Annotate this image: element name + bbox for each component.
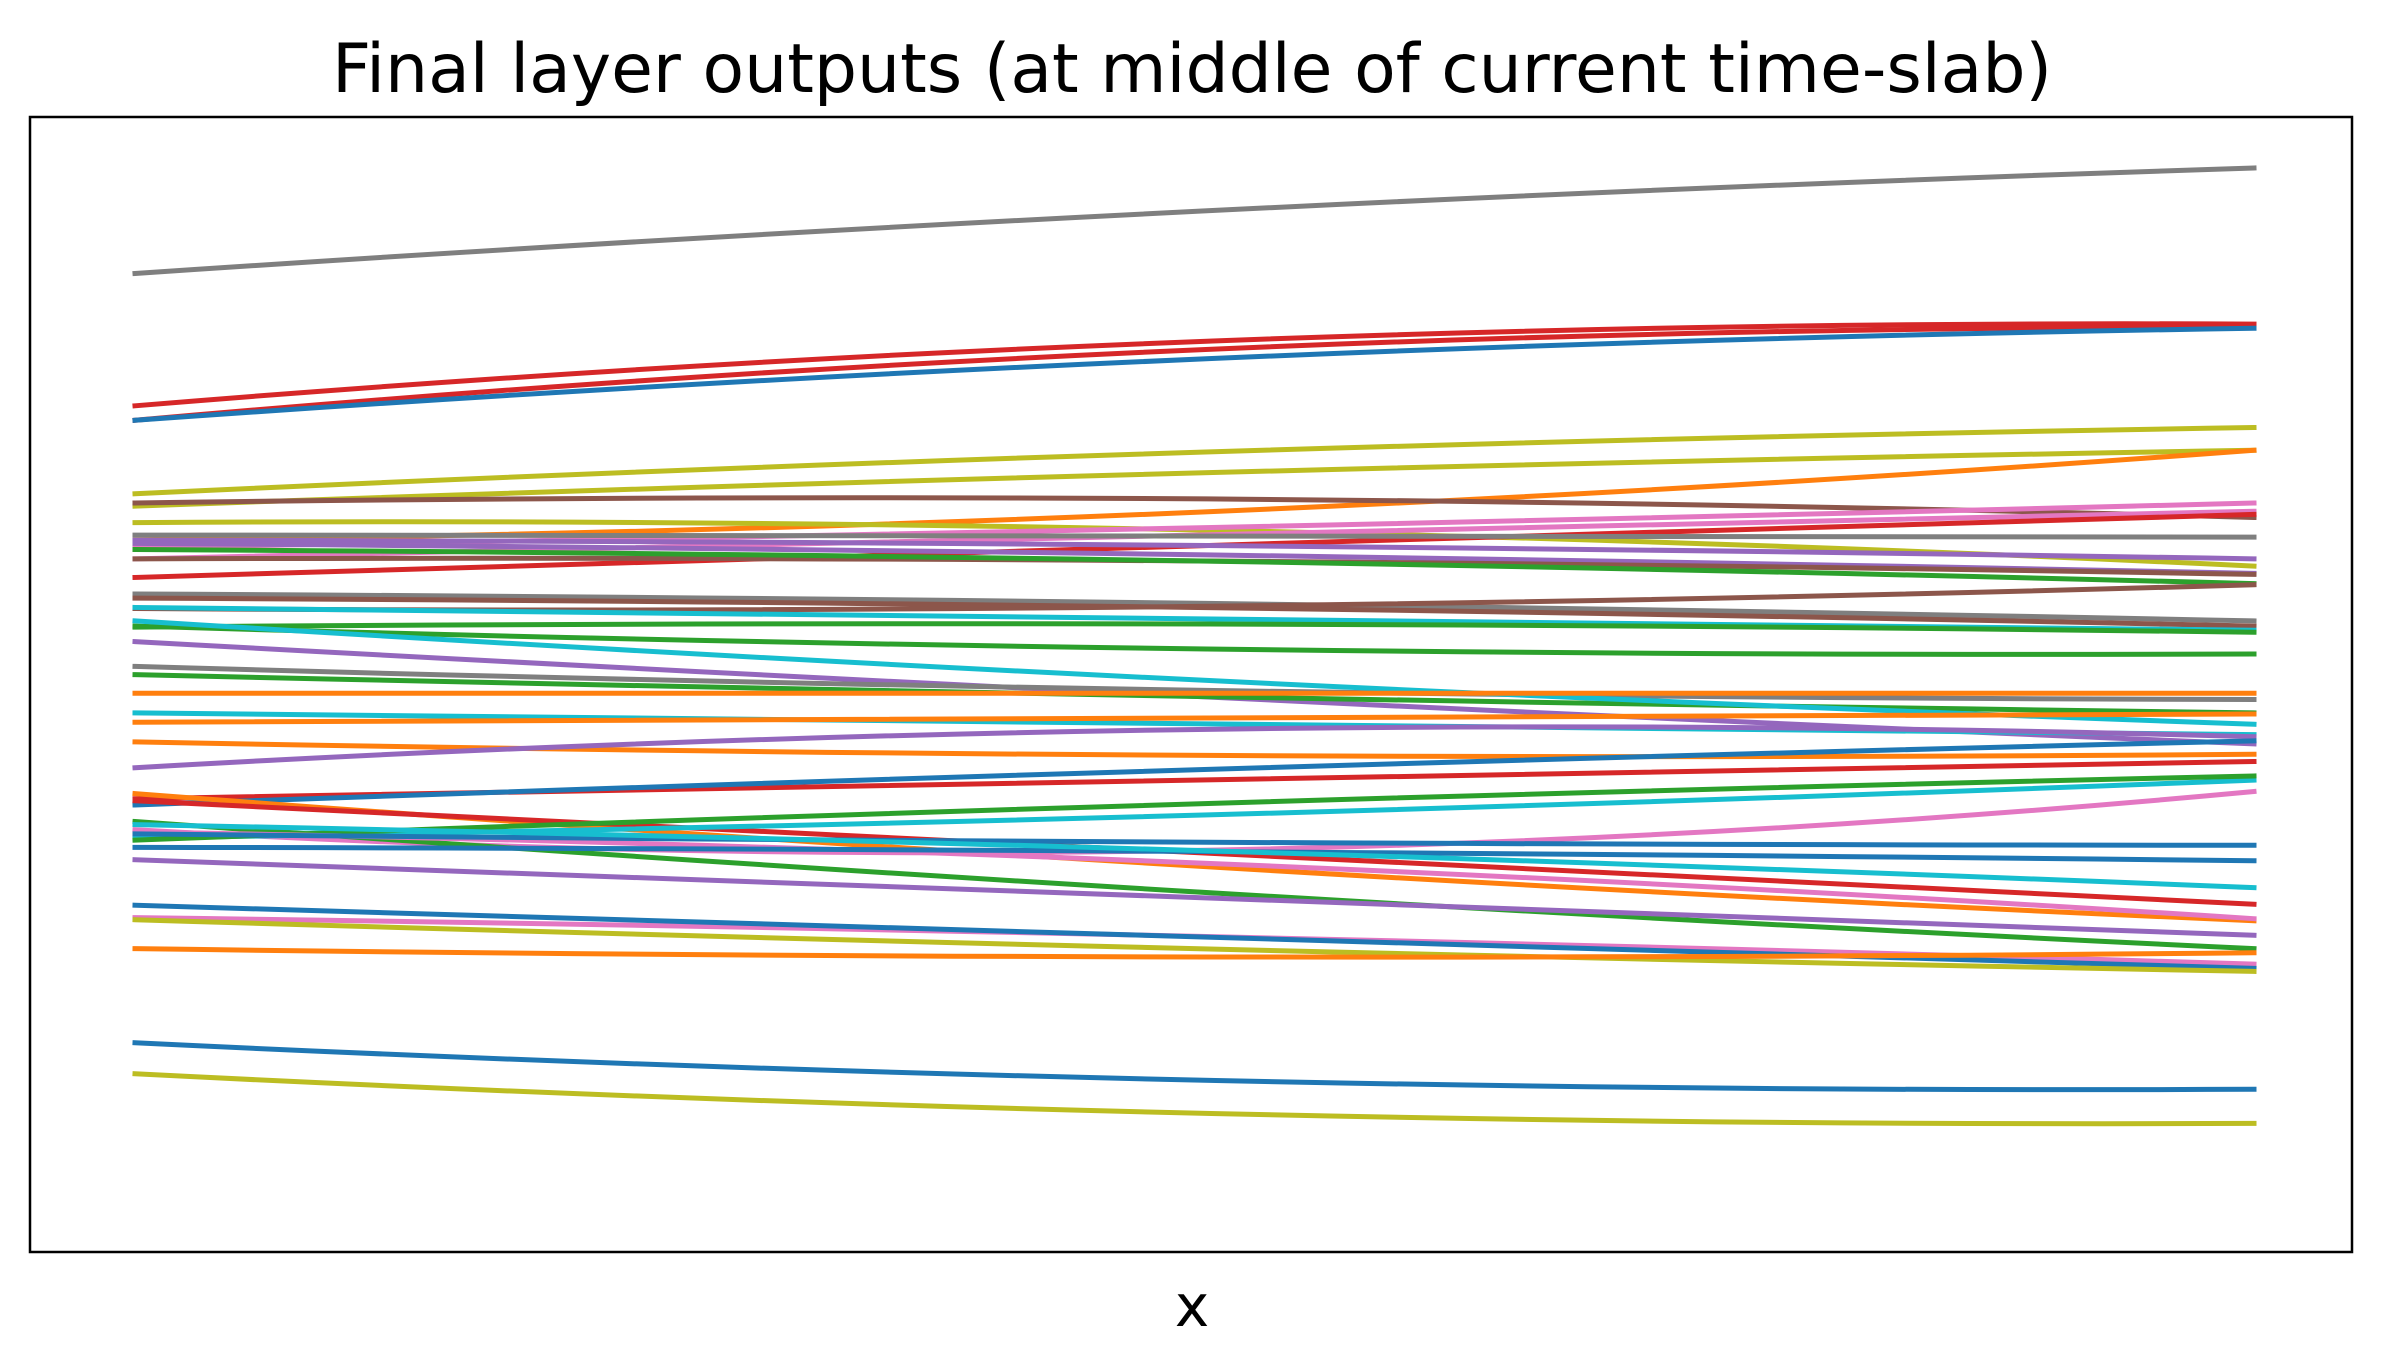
series-line-31 [132,739,2257,760]
series-line-16 [132,547,2257,587]
series-line-20 [132,595,2257,629]
series-line-26 [132,672,2257,716]
series-line-42 [132,831,2257,848]
series-line-32 [132,724,2257,771]
series-line-47 [132,902,2257,971]
series-line-40 [132,818,2257,952]
series-line-13 [132,537,2257,562]
series-line-2 [132,321,2257,409]
plot-frame [28,115,2354,1254]
series-line-5 [132,424,2257,497]
series-line-25 [132,663,2257,702]
series-line-48 [132,917,2257,974]
series-line-3 [132,324,2257,424]
series-line-22 [132,621,2257,635]
series-line-45 [132,857,2257,938]
chart-title: Final layer outputs (at middle of curren… [332,30,2052,109]
series-group [132,165,2257,1127]
series-line-17 [132,532,2257,540]
series-line-44 [132,822,2257,891]
series-line-18 [132,591,2257,624]
series-line-27 [132,618,2257,727]
series-line-39 [132,773,2257,843]
series-line-34 [132,738,2257,808]
series-line-4 [132,325,2257,423]
series-line-1 [132,165,2257,277]
series-line-23 [132,623,2257,657]
series-line-30 [132,711,2257,725]
series-line-50 [132,1040,2257,1093]
series-line-51 [132,1071,2257,1127]
series-line-6 [132,447,2257,509]
series-line-49 [132,946,2257,960]
x-axis-label: x [1175,1272,1209,1340]
